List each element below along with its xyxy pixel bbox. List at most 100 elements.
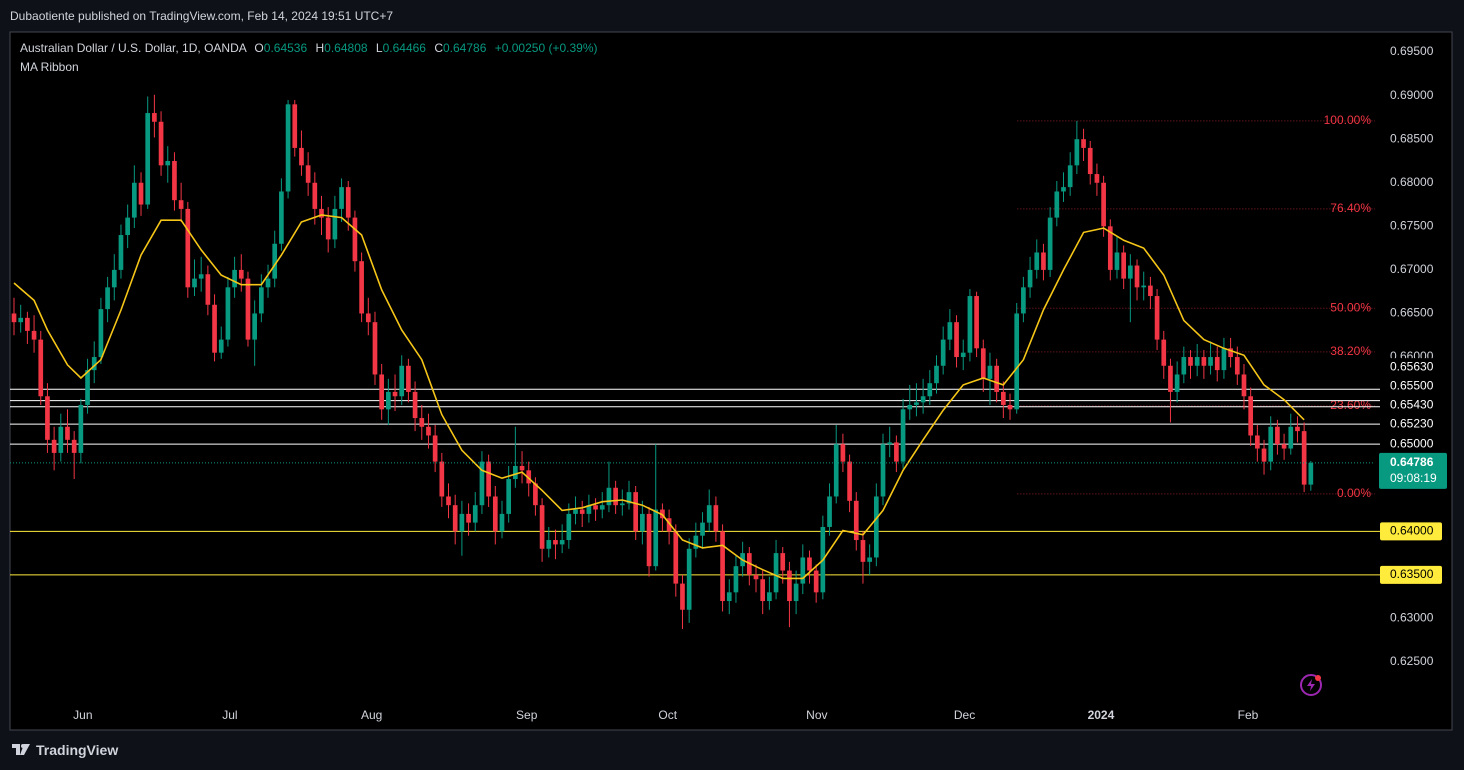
candle-body — [412, 391, 418, 419]
candle-body — [1007, 404, 1013, 410]
last-price-box — [1379, 452, 1447, 489]
legend-change-pct: (+0.39%) — [548, 41, 598, 55]
candle-body — [706, 505, 712, 523]
fib-level-label: 0.00% — [1337, 486, 1371, 500]
candle-body — [646, 513, 652, 567]
candle-body — [172, 160, 177, 201]
candle-body — [1308, 462, 1314, 485]
candle-body — [71, 439, 77, 453]
legend-key: L — [375, 41, 383, 55]
level-label-box — [1380, 565, 1442, 584]
candle-body — [573, 509, 578, 514]
y-tick-label: 0.68500 — [1390, 131, 1434, 145]
candle-body — [218, 339, 224, 353]
candle-body — [1301, 431, 1307, 485]
legend-key: C — [434, 41, 443, 55]
x-tick-label: Jun — [73, 708, 92, 722]
level-label: 0.65630 — [1390, 359, 1434, 373]
candle-body — [432, 435, 438, 462]
level-label-bg — [1380, 435, 1442, 454]
candle-body — [673, 531, 679, 584]
candle-body — [506, 479, 512, 514]
candle-body — [1161, 339, 1167, 366]
candle-body — [91, 357, 97, 371]
candle-body — [406, 365, 411, 392]
y-tick-label: 0.67500 — [1390, 219, 1434, 233]
chart-pane — [9, 31, 1453, 731]
candle-body — [1234, 357, 1240, 375]
candle-body — [559, 540, 565, 545]
candle-body — [1275, 426, 1280, 445]
legend-value: 0.64808 — [324, 41, 368, 55]
candle-body — [927, 383, 933, 397]
candle-body — [579, 509, 585, 514]
candle-body — [198, 274, 204, 279]
candle-body — [860, 540, 866, 562]
candle-body — [51, 439, 57, 453]
candle-body — [345, 187, 351, 218]
candle-body — [11, 313, 17, 323]
candle-body — [452, 505, 458, 532]
candle-body — [372, 322, 378, 375]
candle-body — [1061, 187, 1066, 192]
candle-body — [1027, 269, 1033, 288]
candle-body — [178, 200, 184, 209]
candle-body — [1014, 313, 1020, 410]
candle-body — [45, 396, 50, 440]
candle-body — [466, 513, 471, 523]
level-label: 0.65000 — [1390, 436, 1434, 450]
fib-level-label: 100.00% — [1324, 113, 1372, 127]
candle-body — [1094, 174, 1100, 183]
legend-key: O — [254, 41, 264, 55]
last-price-label: 0.64786 — [1390, 455, 1434, 469]
price-axis: 0.69500 0.69000 0.68500 0.68000 0.67500 0.670… — [1379, 44, 1447, 668]
candle-body — [25, 317, 30, 331]
candle-body — [325, 217, 331, 240]
candle-body — [546, 540, 552, 549]
candle-body — [954, 322, 959, 358]
candle-body — [640, 513, 645, 532]
candle-body — [272, 243, 278, 279]
alert-circle — [1300, 674, 1322, 696]
y-tick-label: 0.69500 — [1390, 44, 1434, 58]
legend-value: 0.64466 — [382, 41, 426, 55]
candle-body — [606, 487, 612, 506]
candle-body — [185, 208, 191, 288]
candle-body — [967, 296, 973, 353]
candle-body — [192, 278, 197, 288]
candle-body — [713, 505, 719, 532]
candle-body — [1221, 348, 1227, 371]
y-tick-label: 0.67000 — [1390, 262, 1434, 276]
x-tick-label: Feb — [1238, 708, 1259, 722]
candle-body — [1295, 426, 1300, 432]
candle-body — [392, 391, 398, 397]
candle-body — [118, 235, 124, 270]
candle-body — [720, 531, 725, 602]
candle-body — [1268, 426, 1274, 462]
candle-body — [947, 322, 953, 340]
candle-body — [386, 391, 391, 410]
legend-change: +0.00250 — [494, 41, 546, 55]
candle-body — [1034, 252, 1040, 270]
candle-body — [700, 522, 705, 536]
candle-body — [259, 287, 264, 314]
candle-body — [760, 579, 766, 602]
alert-icon[interactable] — [1300, 674, 1322, 696]
candle-body — [813, 570, 819, 593]
plot-area: 100.00% 76.40% 50.00% 38.20% 23.60% 0.00% — [10, 94, 1380, 629]
candle-body — [359, 261, 364, 314]
candle-body — [539, 505, 545, 549]
candle-body — [299, 147, 304, 166]
candle-body — [332, 208, 338, 240]
candle-body — [526, 470, 532, 484]
candle-body — [1248, 396, 1254, 436]
candle-body — [1121, 252, 1126, 279]
candle-body — [1181, 357, 1187, 375]
candle-body — [472, 505, 478, 523]
candle-body — [486, 461, 491, 497]
candle-body — [1074, 139, 1080, 166]
candle-body — [305, 165, 311, 183]
candle-body — [439, 461, 445, 497]
level-label: 0.65230 — [1390, 416, 1434, 430]
logo-mark — [12, 744, 30, 755]
